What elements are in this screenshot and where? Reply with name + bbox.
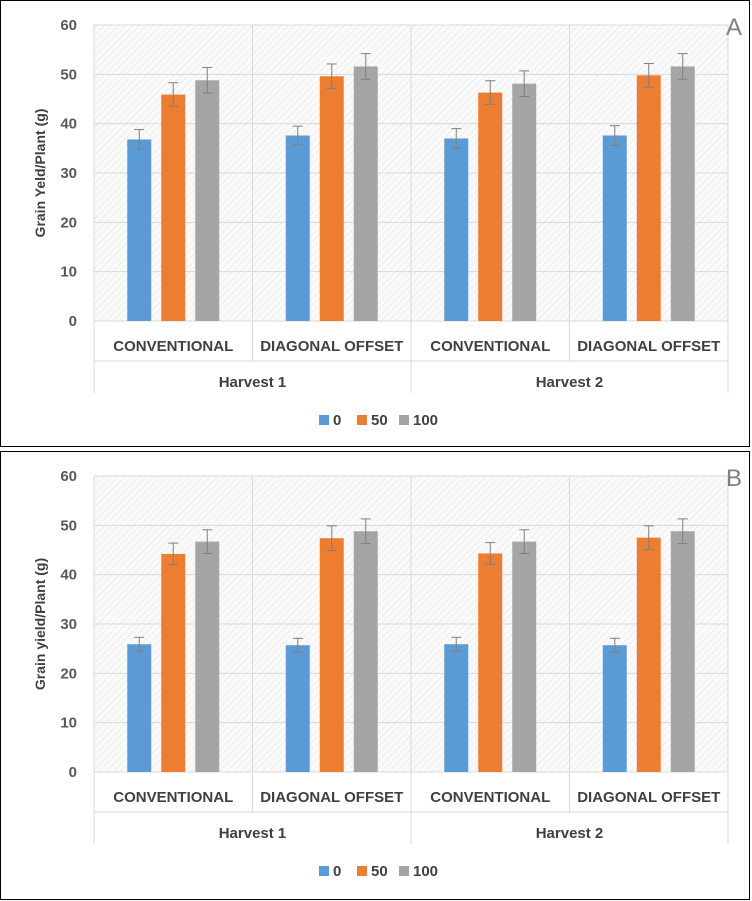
y-tick-label-a-6: 60	[60, 17, 77, 34]
bar-a-s0-c2	[444, 138, 469, 321]
category-label-b-1: DIAGONAL OFFSET	[260, 789, 403, 806]
bar-a-s2-c2	[512, 83, 537, 321]
bar-a-s2-c3	[670, 66, 695, 321]
bar-b-s1-c2	[478, 553, 503, 772]
bar-a-s1-c1	[319, 76, 344, 321]
legend-label-a-0: 0	[333, 412, 341, 429]
bar-b-s2-c1	[353, 531, 378, 772]
y-axis-label-a: Grain Yeld/Plant (g)	[32, 109, 48, 238]
bar-a-s2-c1	[353, 66, 378, 321]
legend-swatch-b-2	[399, 866, 409, 876]
group-label-b-0: Harvest 1	[219, 825, 287, 842]
bar-b-s1-c0	[161, 553, 186, 772]
chart-panel-b: 0 10 20 30 40 50 60 Grain yield/Plant (g) CONVEN…	[0, 451, 750, 900]
chart-a-svg: 0 10 20 30 40 50 60 Grain Yeld/Plant (g) CONVENT…	[32, 14, 742, 429]
legend-label-b-2: 100	[413, 863, 438, 880]
legend-label-a-1: 50	[371, 412, 388, 429]
category-label-a-1: DIAGONAL OFFSET	[260, 338, 403, 355]
bar-a-s1-c2	[478, 92, 503, 321]
legend-swatch-b-0	[319, 866, 329, 876]
bar-b-s2-c3	[670, 531, 695, 772]
category-label-b-0: CONVENTIONAL	[113, 789, 233, 806]
legend-swatch-b-1	[357, 866, 367, 876]
y-tick-label-b-4: 40	[60, 567, 77, 584]
bar-a-s0-c1	[285, 135, 310, 321]
legend-label-b-0: 0	[333, 863, 341, 880]
y-tick-label-b-6: 60	[60, 468, 77, 485]
legend-swatch-a-0	[319, 415, 329, 425]
bar-b-s2-c2	[512, 541, 537, 772]
category-label-a-0: CONVENTIONAL	[113, 338, 233, 355]
bar-a-s0-c0	[127, 139, 152, 321]
bar-b-s0-c2	[444, 644, 469, 772]
bar-b-s1-c1	[319, 538, 344, 772]
bar-b-s2-c0	[195, 541, 220, 772]
bar-a-s1-c0	[161, 94, 186, 321]
bar-b-s0-c1	[285, 645, 310, 772]
category-label-b-3: DIAGONAL OFFSET	[577, 789, 720, 806]
legend-swatch-a-1	[357, 415, 367, 425]
y-tick-label-b-1: 10	[60, 715, 77, 732]
chart-panel-a: 0 10 20 30 40 50 60 Grain Yeld/Plant (g) CONVENT…	[0, 0, 750, 447]
legend-label-a-2: 100	[413, 412, 438, 429]
y-tick-label-a-3: 30	[60, 165, 77, 182]
y-tick-label-b-3: 30	[60, 616, 77, 633]
y-tick-label-b-2: 20	[60, 665, 77, 682]
group-label-b-1: Harvest 2	[536, 825, 604, 842]
category-label-b-2: CONVENTIONAL	[430, 789, 550, 806]
group-label-a-1: Harvest 2	[536, 374, 604, 391]
group-label-a-0: Harvest 1	[219, 374, 287, 391]
legend-label-b-1: 50	[371, 863, 388, 880]
y-tick-label-a-0: 0	[69, 313, 77, 330]
bar-b-s0-c0	[127, 644, 152, 772]
chart-b-svg: 0 10 20 30 40 50 60 Grain yield/Plant (g) CONVEN…	[32, 465, 742, 880]
y-tick-label-a-2: 20	[60, 214, 77, 231]
bar-b-s0-c3	[602, 645, 627, 772]
y-tick-label-a-1: 10	[60, 264, 77, 281]
y-tick-label-b-0: 0	[69, 764, 77, 781]
panel-label-a: A	[726, 14, 742, 41]
y-tick-label-a-5: 50	[60, 66, 77, 83]
bar-a-s1-c3	[636, 75, 661, 321]
bar-b-s1-c3	[636, 537, 661, 772]
bar-a-s0-c3	[602, 135, 627, 321]
y-tick-label-b-5: 50	[60, 517, 77, 534]
category-label-a-2: CONVENTIONAL	[430, 338, 550, 355]
y-axis-label-b: Grain yield/Plant (g)	[32, 558, 48, 690]
panel-label-b: B	[726, 465, 742, 492]
category-label-a-3: DIAGONAL OFFSET	[577, 338, 720, 355]
legend-swatch-a-2	[399, 415, 409, 425]
bar-a-s2-c0	[195, 80, 220, 322]
y-tick-label-a-4: 40	[60, 116, 77, 133]
